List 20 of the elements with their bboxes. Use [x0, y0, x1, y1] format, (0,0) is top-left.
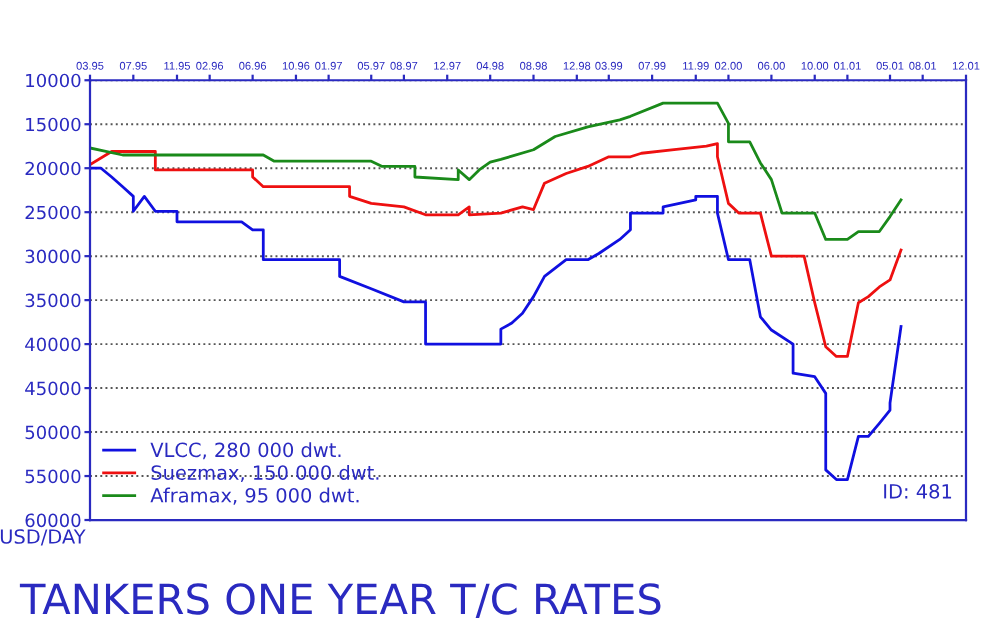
y-tick-label: 40000 — [25, 337, 81, 352]
legend-label: Suezmax, 150 000 dwt. — [151, 464, 379, 482]
y-tick-label: 50000 — [25, 425, 81, 440]
y-tick-label: 55000 — [25, 469, 81, 484]
y-tick-label: 20000 — [25, 161, 81, 176]
y-tick-label: 35000 — [25, 293, 81, 308]
y-tick-label: 10000 — [26, 73, 81, 88]
line-series — [90, 101, 903, 241]
line-series — [90, 142, 903, 358]
y-tick-label: 60000 — [25, 513, 81, 528]
y-tick-label: 25000 — [25, 205, 81, 220]
annotation: ID: 481 — [884, 483, 952, 499]
text: TANKERS ONE YEAR T/C RATES — [19, 583, 661, 618]
line-series — [90, 166, 903, 481]
y-tick-label: 30000 — [25, 249, 81, 264]
legend-label: VLCC, 280 000 dwt. — [150, 442, 341, 460]
y-tick-label: 15000 — [26, 117, 81, 132]
y-axis-title: USD/DAY — [0, 529, 86, 546]
legend-label: Aframax, 95 000 dwt. — [150, 487, 359, 505]
y-tick-label: 45000 — [25, 381, 81, 396]
